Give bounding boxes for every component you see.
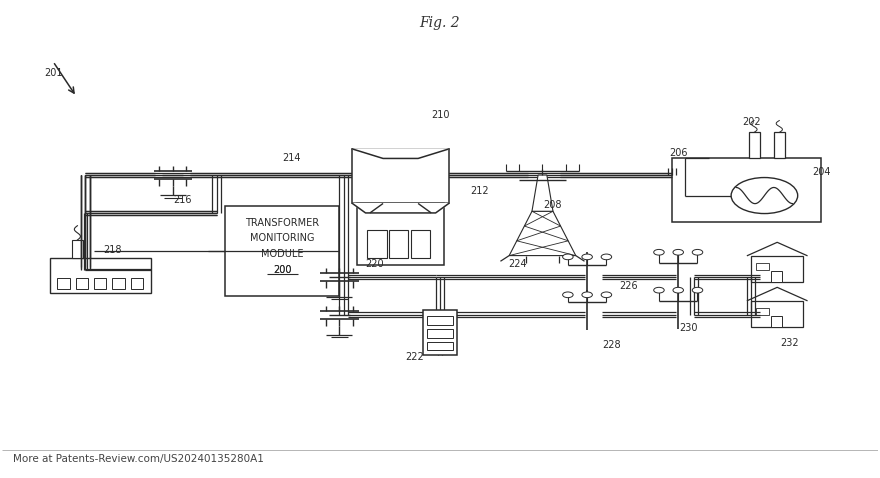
- Text: 218: 218: [103, 245, 121, 255]
- Text: TRANSFORMER: TRANSFORMER: [246, 217, 319, 228]
- Circle shape: [601, 292, 612, 298]
- Circle shape: [673, 287, 684, 293]
- Text: 202: 202: [742, 117, 761, 127]
- Bar: [774, 132, 786, 158]
- Text: 208: 208: [543, 200, 561, 210]
- Text: 222: 222: [405, 352, 423, 362]
- Circle shape: [582, 292, 592, 298]
- Bar: [756, 262, 769, 270]
- Bar: [427, 342, 453, 350]
- Bar: [751, 256, 803, 282]
- Bar: [367, 229, 386, 258]
- Bar: [411, 229, 430, 258]
- Text: 232: 232: [780, 337, 798, 348]
- Text: 226: 226: [620, 281, 638, 291]
- Text: 212: 212: [471, 186, 489, 196]
- Text: More at Patents-Review.com/US20240135280A1: More at Patents-Review.com/US20240135280…: [13, 454, 264, 464]
- Bar: [356, 204, 444, 265]
- Text: 214: 214: [282, 153, 301, 163]
- Text: Fig. 2: Fig. 2: [420, 16, 460, 30]
- Polygon shape: [352, 149, 449, 158]
- Text: 200: 200: [273, 265, 291, 274]
- Bar: [749, 132, 760, 158]
- Text: 220: 220: [365, 260, 385, 270]
- Circle shape: [601, 254, 612, 260]
- Bar: [389, 229, 408, 258]
- Polygon shape: [532, 175, 553, 211]
- Bar: [672, 158, 821, 222]
- Bar: [72, 240, 83, 258]
- Bar: [94, 278, 106, 289]
- Text: 216: 216: [172, 196, 191, 206]
- Circle shape: [654, 287, 664, 293]
- Circle shape: [582, 254, 592, 260]
- Bar: [113, 278, 125, 289]
- Circle shape: [562, 292, 573, 298]
- Circle shape: [654, 250, 664, 255]
- Polygon shape: [510, 211, 576, 256]
- Bar: [225, 206, 340, 296]
- Text: 204: 204: [812, 167, 831, 177]
- Bar: [427, 316, 453, 325]
- Bar: [771, 316, 782, 326]
- Text: 200: 200: [273, 265, 291, 274]
- Bar: [771, 271, 782, 282]
- Bar: [76, 278, 88, 289]
- Bar: [50, 258, 151, 293]
- Text: MONITORING: MONITORING: [250, 233, 315, 243]
- Text: 228: 228: [602, 340, 620, 350]
- Circle shape: [693, 250, 703, 255]
- Text: 224: 224: [509, 260, 527, 270]
- Text: MODULE: MODULE: [261, 249, 304, 259]
- Bar: [352, 149, 449, 204]
- Text: 230: 230: [679, 324, 698, 333]
- Circle shape: [673, 250, 684, 255]
- Circle shape: [731, 177, 797, 214]
- Text: 201: 201: [44, 68, 62, 78]
- Bar: [427, 329, 453, 337]
- Circle shape: [693, 287, 703, 293]
- Text: 206: 206: [670, 148, 688, 158]
- Polygon shape: [352, 204, 449, 213]
- Bar: [57, 278, 70, 289]
- Text: 210: 210: [431, 110, 450, 120]
- Bar: [423, 310, 457, 355]
- Bar: [751, 301, 803, 326]
- Bar: [756, 308, 769, 315]
- Bar: [131, 278, 143, 289]
- Circle shape: [562, 254, 573, 260]
